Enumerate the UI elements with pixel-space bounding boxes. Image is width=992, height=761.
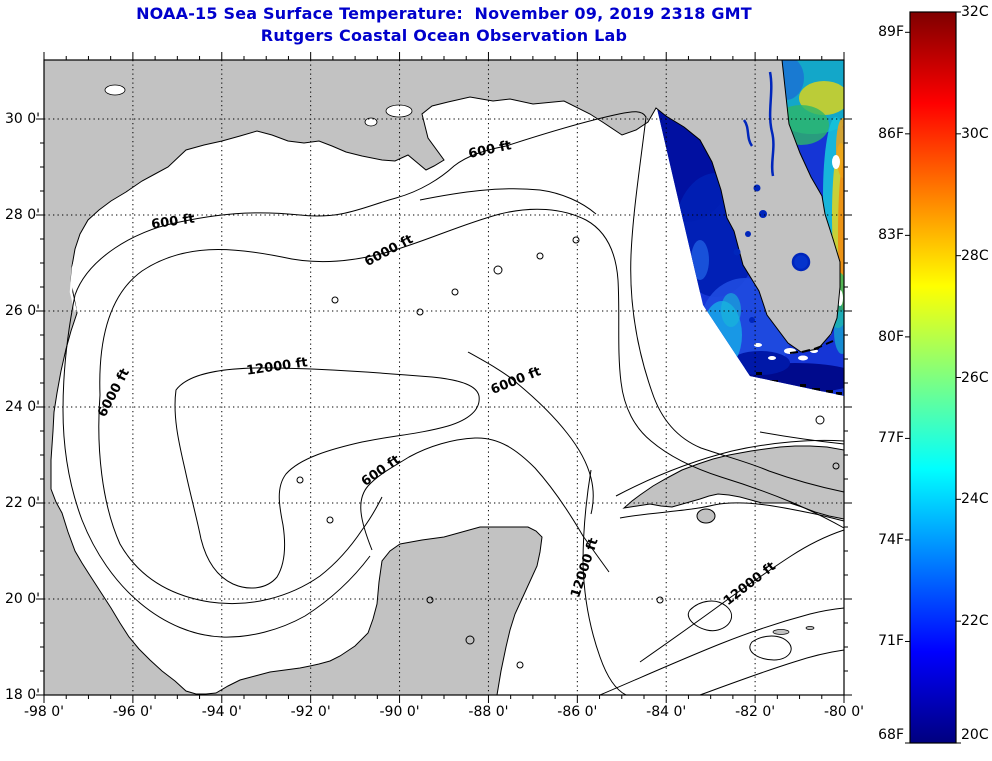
colorbar-fahrenheit-label: 86F — [878, 125, 904, 142]
isla-juventud — [696, 508, 716, 524]
graticule-grid — [44, 60, 844, 695]
grand-cayman — [772, 629, 790, 635]
y-axis-tick-label: 28 0' — [4, 207, 40, 223]
y-axis-tick-label: 22 0' — [4, 495, 40, 511]
colorbar-celsius-label: 22C — [961, 613, 989, 630]
contour-12000ft — [174, 367, 845, 696]
colorbar-ticks — [905, 11, 961, 744]
x-axis-tick-label: -92 0' — [290, 704, 331, 720]
colorbar-celsius-label: 20C — [961, 727, 989, 743]
lake-okeechobee — [791, 252, 811, 272]
figure-title: NOAA-15 Sea Surface Temperature: Novembe… — [136, 4, 752, 23]
colorbar-fahrenheit-label: 89F — [878, 24, 904, 41]
colorbar-fahrenheit-label: 68F — [878, 727, 904, 743]
contour-specks — [296, 236, 840, 669]
x-axis-tick-label: -80 0' — [823, 704, 865, 720]
x-axis-tick-label: -96 0' — [112, 704, 153, 720]
colorbar-celsius-label: 24C — [961, 491, 989, 508]
x-axis-tick-label: -98 0' — [23, 704, 65, 720]
colorbar-celsius-label: 28C — [961, 247, 989, 264]
y-axis-tick-label: 26 0' — [4, 303, 40, 319]
x-axis-tick-label: -90 0' — [379, 704, 420, 720]
colorbar-fahrenheit-label: 77F — [878, 430, 904, 447]
colorbar-fahrenheit-label: 83F — [878, 227, 904, 244]
colorbar-celsius-label: 26C — [961, 369, 989, 386]
map-border — [43, 59, 845, 696]
x-axis-tick-label: -88 0' — [468, 704, 509, 720]
colorbar-celsius-label: 32C — [961, 4, 989, 20]
x-axis-tick-label: -84 0' — [646, 704, 687, 720]
colorbar-celsius-label: 30C — [961, 125, 989, 142]
y-axis-tick-label: 18 0' — [4, 687, 40, 703]
florida-keys — [789, 340, 834, 354]
axis-ticks — [36, 52, 852, 703]
y-axis-tick-label: 24 0' — [4, 399, 40, 415]
colorbar-fahrenheit-label: 80F — [878, 328, 904, 345]
mainland-coast — [43, 59, 841, 696]
contour-600ft — [62, 111, 845, 696]
x-axis-tick-label: -94 0' — [201, 704, 242, 720]
colorbar-fahrenheit-label: 71F — [878, 633, 904, 650]
temperature-colorbar — [910, 12, 956, 743]
y-axis-tick-label: 30 0' — [4, 111, 40, 127]
y-axis-tick-label: 20 0' — [4, 591, 40, 607]
contour-6000ft — [98, 208, 845, 605]
cayman-brac — [805, 626, 815, 630]
florida-inland-water — [733, 71, 811, 323]
x-axis-tick-label: -86 0' — [557, 704, 598, 720]
colorbar-fahrenheit-label: 74F — [878, 531, 904, 548]
depth-contours — [62, 111, 845, 696]
figure-subtitle: Rutgers Coastal Ocean Observation Lab — [260, 26, 628, 45]
x-axis-tick-label: -82 0' — [735, 704, 776, 720]
